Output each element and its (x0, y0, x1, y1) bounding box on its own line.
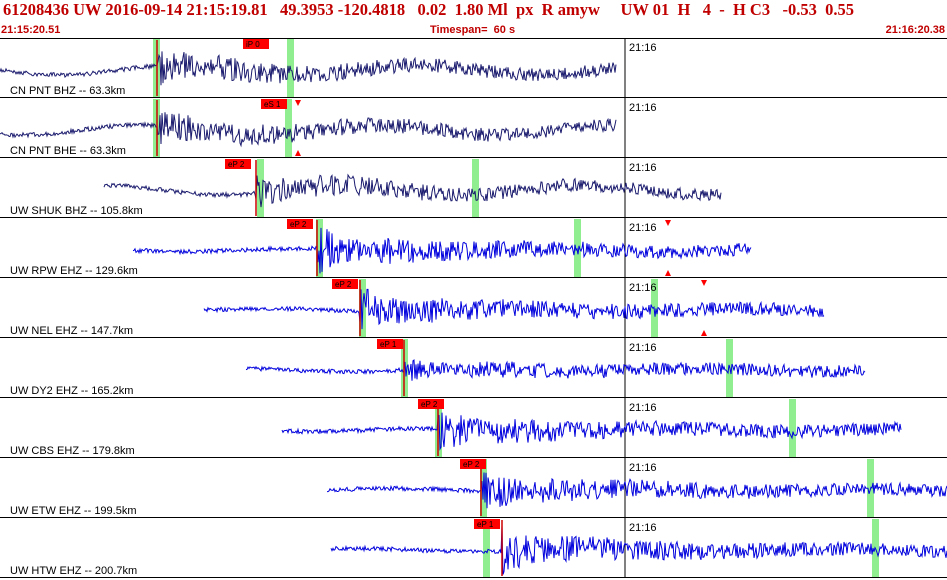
polarity-down-icon (295, 100, 301, 106)
pick-marker[interactable] (243, 39, 269, 49)
pick-label: eP 1 (477, 520, 494, 529)
trace-row[interactable]: eP 1 21:16 UW HTW EHZ -- 200.7km (0, 518, 947, 578)
minute-tick-label: 21:16 (629, 222, 657, 234)
window-band (483, 519, 490, 577)
polarity-down-icon (665, 220, 671, 226)
trace-row[interactable]: eP 1 21:16 UW DY2 EHZ -- 165.2km (0, 338, 947, 398)
station-label: CN PNT BHE -- 63.3km (10, 145, 126, 157)
station-label: UW DY2 EHZ -- 165.2km (10, 385, 133, 397)
waveform (327, 472, 947, 509)
minute-tick-label: 21:16 (629, 402, 657, 414)
pick-marker[interactable] (287, 219, 313, 229)
seismogram-panel[interactable]: iP 0 21:16 CN PNT BHZ -- 63.3km eS 1 21:16 CN… (0, 38, 947, 580)
pick-marker[interactable] (332, 279, 358, 289)
station-label: UW ETW EHZ -- 199.5km (10, 505, 137, 517)
pick-label: eP 2 (463, 460, 480, 469)
pick-marker[interactable] (225, 159, 251, 169)
station-label: CN PNT BHZ -- 63.3km (10, 85, 125, 97)
station-label: UW CBS EHZ -- 179.8km (10, 445, 135, 457)
trace-row[interactable]: eP 2 21:16 UW ETW EHZ -- 199.5km (0, 458, 947, 518)
waveform (0, 112, 617, 148)
pick-marker[interactable] (377, 339, 403, 349)
minute-tick-label: 21:16 (629, 462, 657, 474)
window-band (472, 159, 479, 217)
pick-label: eS 1 (264, 100, 281, 109)
window-band (316, 219, 323, 277)
window-band (285, 99, 292, 157)
minute-tick-label: 21:16 (629, 102, 657, 114)
minute-tick-label: 21:16 (629, 342, 657, 354)
waveform (330, 525, 947, 575)
waveform (281, 412, 902, 451)
pick-label: eP 2 (421, 400, 438, 409)
trace-row[interactable]: eP 2 21:16 UW SHUK BHZ -- 105.8km (0, 158, 947, 218)
waveform (0, 51, 617, 86)
pick-label: iP 0 (246, 40, 260, 49)
station-label: UW HTW EHZ -- 200.7km (10, 565, 137, 577)
start-time: 21:15:20.51 (1, 24, 61, 36)
station-label: UW RPW EHZ -- 129.6km (10, 265, 138, 277)
trace-panel[interactable]: iP 0 21:16 CN PNT BHZ -- 63.3km eS 1 21:16 CN… (0, 38, 947, 580)
minute-tick-label: 21:16 (629, 282, 657, 294)
waveform (132, 227, 752, 274)
trace-row[interactable]: eP 2 21:16 UW CBS EHZ -- 179.8km (0, 398, 947, 458)
polarity-up-icon (701, 330, 707, 336)
waveform (245, 359, 866, 381)
trace-row[interactable]: eP 2 21:16 UW RPW EHZ -- 129.6km (0, 218, 947, 278)
waveform (103, 173, 722, 208)
trace-row[interactable]: iP 0 21:16 CN PNT BHZ -- 63.3km (0, 38, 947, 98)
station-label: UW NEL EHZ -- 147.7km (10, 325, 133, 337)
pick-label: eP 2 (290, 220, 307, 229)
pick-label: eP 2 (335, 280, 352, 289)
station-label: UW SHUK BHZ -- 105.8km (10, 205, 143, 217)
polarity-down-icon (701, 280, 707, 286)
window-band (257, 159, 264, 217)
minute-tick-label: 21:16 (629, 162, 657, 174)
timespan-label: Timespan= 60 s (430, 24, 516, 36)
pick-label: eP 1 (380, 340, 397, 349)
header-bar: 61208436 UW 2016-09-14 21:15:19.81 49.39… (0, 0, 947, 38)
polarity-up-icon (295, 150, 301, 156)
event-title: 61208436 UW 2016-09-14 21:15:19.81 49.39… (3, 0, 854, 19)
pick-marker[interactable] (474, 519, 500, 529)
polarity-up-icon (665, 270, 671, 276)
pick-marker[interactable] (261, 99, 287, 109)
minute-tick-label: 21:16 (629, 522, 657, 534)
minute-tick-label: 21:16 (629, 42, 657, 54)
end-time: 21:16:20.38 (885, 24, 945, 36)
pick-marker[interactable] (418, 399, 444, 409)
trace-row[interactable]: eP 2 21:16 UW NEL EHZ -- 147.7km (0, 278, 947, 338)
window-band (574, 219, 581, 277)
waveform (203, 288, 825, 330)
pick-label: eP 2 (228, 160, 245, 169)
pick-marker[interactable] (460, 459, 486, 469)
trace-row[interactable]: eS 1 21:16 CN PNT BHE -- 63.3km (0, 98, 947, 158)
window-band (789, 399, 796, 457)
